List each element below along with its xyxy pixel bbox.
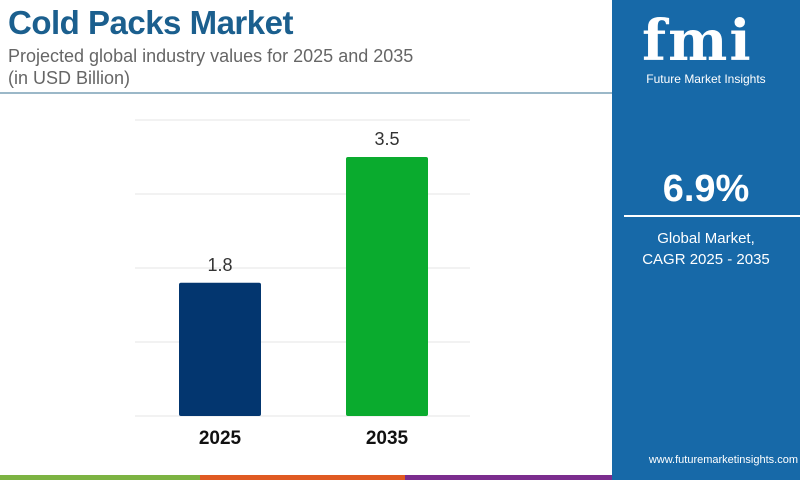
x-tick-label: 2025: [199, 428, 242, 449]
footer-stripe-purple: [405, 475, 612, 480]
header-divider: [0, 92, 612, 94]
chart-title: Cold Packs Market: [8, 4, 293, 41]
footer-stripe-green: [0, 475, 200, 480]
logo-subtitle: Future Market Insights: [646, 72, 766, 86]
bar-chart: 1.8 2025 3.5 2035: [135, 119, 470, 449]
website-link[interactable]: www.futuremarketinsights.com: [648, 454, 798, 466]
chart-unit-note: (in USD Billion): [8, 68, 131, 88]
data-label: 1.8: [207, 255, 232, 275]
fmi-logo: fmi: [642, 8, 753, 74]
chart-subtitle: Projected global industry values for 202…: [8, 46, 414, 66]
bar-2035: [346, 157, 428, 416]
cagr-value: 6.9%: [662, 168, 750, 210]
cagr-label-line1: Global Market,: [657, 230, 755, 247]
footer-stripe-orange: [200, 475, 405, 480]
x-tick-label: 2035: [366, 428, 409, 449]
cagr-divider: [624, 215, 800, 217]
cagr-label-line2: CAGR 2025 - 2035: [642, 251, 770, 268]
bar-2025: [179, 282, 261, 416]
cagr-label: Global Market, CAGR 2025 - 2035: [612, 228, 800, 270]
side-panel: fmi Future Market Insights 6.9% Global M…: [612, 0, 800, 480]
data-label: 3.5: [374, 129, 399, 149]
